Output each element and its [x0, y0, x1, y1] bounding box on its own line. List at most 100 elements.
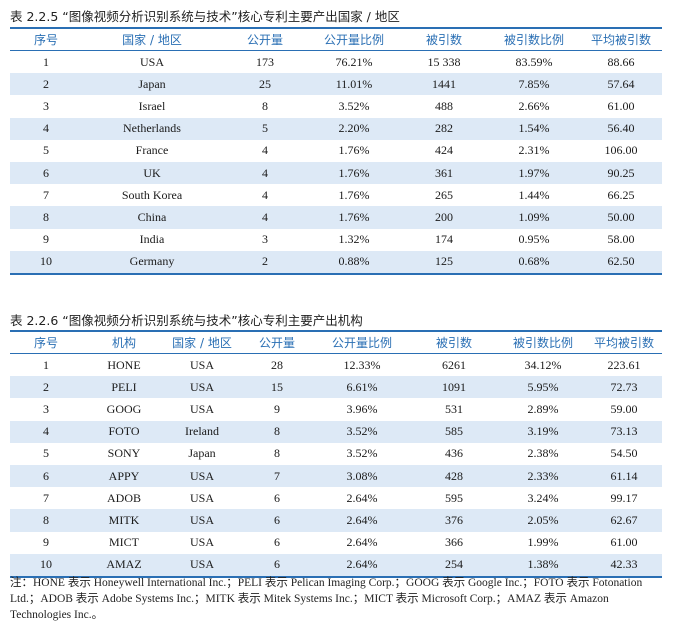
table-row: 5 France 4 1.76% 424 2.31% 106.00 [10, 140, 662, 162]
table-cell: 5 [43, 446, 49, 461]
table-cell: 2.64% [346, 512, 378, 527]
table-row: 3 GOOG USA 9 3.96% 531 2.89% 59.00 [10, 398, 662, 420]
table-cell: ADOB [106, 490, 141, 505]
table-row: 7 South Korea 4 1.76% 265 1.44% 66.25 [10, 184, 662, 206]
table-row: 9 India 3 1.32% 174 0.95% 58.00 [10, 229, 662, 251]
table-cell: FOTO [108, 424, 140, 439]
table-cell: 7.85% [518, 76, 550, 91]
table-row: 6 UK 4 1.76% 361 1.97% 90.25 [10, 161, 662, 185]
header-citations: 被引数 [425, 33, 462, 47]
table-cell: 8 [274, 424, 280, 439]
table-cell: 1.54% [518, 121, 550, 136]
country-table: 序号 国家 / 地区 公开量 公开量比例 被引数 被引数比例 平均被引数 1 US… [10, 27, 662, 275]
table-cell: 7 [43, 490, 49, 505]
table-cell: South Korea [121, 187, 183, 202]
table-cell: Netherlands [123, 121, 181, 136]
table-cell: 34.12% [524, 357, 562, 372]
table-cell: 3.19% [527, 424, 559, 439]
table-cell: 59.00 [610, 401, 638, 416]
table-cell: 72.73 [610, 379, 638, 394]
table-row: 3 Israel 8 3.52% 488 2.66% 61.00 [10, 95, 662, 117]
table-cell: 4 [43, 121, 49, 136]
table-cell: 2.64% [346, 535, 378, 550]
table-cell: 6 [274, 490, 280, 505]
table-cell: 12.33% [343, 357, 381, 372]
table-cell: 90.25 [607, 165, 635, 180]
table-cell: 6261 [442, 357, 466, 372]
table-cell: 4 [262, 209, 268, 224]
table-cell: 3.08% [346, 468, 378, 483]
table-row: 8 MITK USA 6 2.64% 376 2.05% 62.67 [10, 509, 662, 532]
table-row: 4 Netherlands 5 2.20% 282 1.54% 56.40 [10, 117, 662, 140]
table2-header-row: 序号 机构 国家 / 地区 公开量 公开量比例 被引数 被引数比例 平均被引数 [10, 331, 662, 354]
table-cell: 9 [274, 401, 280, 416]
table-row: 1 HONE USA 28 12.33% 6261 34.12% 223.61 [10, 354, 662, 377]
table-cell: 223.61 [607, 357, 641, 372]
table-cell: 5 [262, 121, 268, 136]
table-cell: 1.97% [518, 165, 550, 180]
table-cell: 57.64 [607, 76, 635, 91]
table-cell: 1.38% [527, 557, 559, 572]
table-row: 1 USA 173 76.21% 15 338 83.59% 88.66 [10, 51, 662, 74]
table-cell: 6 [274, 535, 280, 550]
table-row: 6 APPY USA 7 3.08% 428 2.33% 61.14 [10, 464, 662, 488]
table-cell: MITK [108, 512, 140, 527]
table-cell: 361 [435, 165, 453, 180]
table1-caption: 表 2.2.5 “图像视频分析识别系统与技术”核心专利主要产出国家 / 地区 [10, 9, 400, 24]
table-cell: 1.76% [338, 187, 370, 202]
table-cell: 3 [262, 232, 268, 247]
table-cell: 0.88% [338, 254, 370, 269]
table-cell: 11.01% [335, 76, 373, 91]
table-cell: 282 [435, 121, 453, 136]
table-cell: UK [143, 165, 161, 180]
table-cell: 366 [445, 535, 463, 550]
table-cell: 8 [262, 98, 268, 113]
table-row: 10 Germany 2 0.88% 125 0.68% 62.50 [10, 250, 662, 274]
table-cell: 2 [43, 76, 49, 91]
table-cell: 0.68% [518, 254, 550, 269]
table-cell: 3 [43, 98, 49, 113]
table-cell: GOOG [106, 401, 142, 416]
table-cell: 61.00 [607, 98, 635, 113]
header-publications: 公开量 [246, 33, 283, 47]
table-cell: 3.52% [346, 424, 378, 439]
table-cell: USA [189, 468, 214, 483]
header-publication-share: 公开量比例 [323, 33, 384, 47]
table-cell: 6 [43, 468, 49, 483]
table1-header-row: 序号 国家 / 地区 公开量 公开量比例 被引数 被引数比例 平均被引数 [10, 28, 662, 51]
table-cell: 83.59% [515, 54, 553, 69]
table-cell: 2.38% [527, 446, 559, 461]
table-cell: 9 [43, 232, 49, 247]
table-cell: 2.66% [518, 98, 550, 113]
table-cell: Germany [129, 254, 175, 269]
table-cell: USA [189, 535, 214, 550]
table-cell: 1.32% [338, 232, 370, 247]
table-cell: 2.64% [346, 490, 378, 505]
header-index: 序号 [33, 336, 58, 350]
table-cell: 6 [274, 557, 280, 572]
footnote: 注：HONE 表示 Honeywell International Inc.；P… [10, 577, 643, 621]
table-cell: 1.76% [338, 165, 370, 180]
table-cell: 125 [435, 254, 453, 269]
header-avg-citations: 平均被引数 [590, 33, 651, 47]
table-cell: Israel [138, 98, 166, 113]
table-cell: 5.95% [527, 379, 559, 394]
table-cell: 4 [262, 165, 268, 180]
table2-caption: 表 2.2.6 “图像视频分析识别系统与技术”核心专利主要产出机构 [10, 313, 363, 328]
header-avg-citations: 平均被引数 [593, 336, 654, 350]
table-cell: 1 [43, 357, 49, 372]
table-cell: 10 [40, 557, 52, 572]
table-cell: 488 [435, 98, 453, 113]
table-cell: 1.99% [527, 535, 559, 550]
table-cell: 1 [43, 54, 49, 69]
header-publication-share: 公开量比例 [331, 336, 392, 350]
table-cell: USA [189, 557, 214, 572]
table-cell: 62.67 [610, 512, 638, 527]
table-cell: PELI [111, 379, 137, 394]
table-cell: 6 [43, 165, 49, 180]
table-cell: 62.50 [607, 254, 635, 269]
table-cell: 76.21% [335, 54, 373, 69]
table-row: 5 SONY Japan 8 3.52% 436 2.38% 54.50 [10, 443, 662, 465]
table-cell: 56.40 [607, 121, 635, 136]
table-cell: 173 [256, 54, 274, 69]
